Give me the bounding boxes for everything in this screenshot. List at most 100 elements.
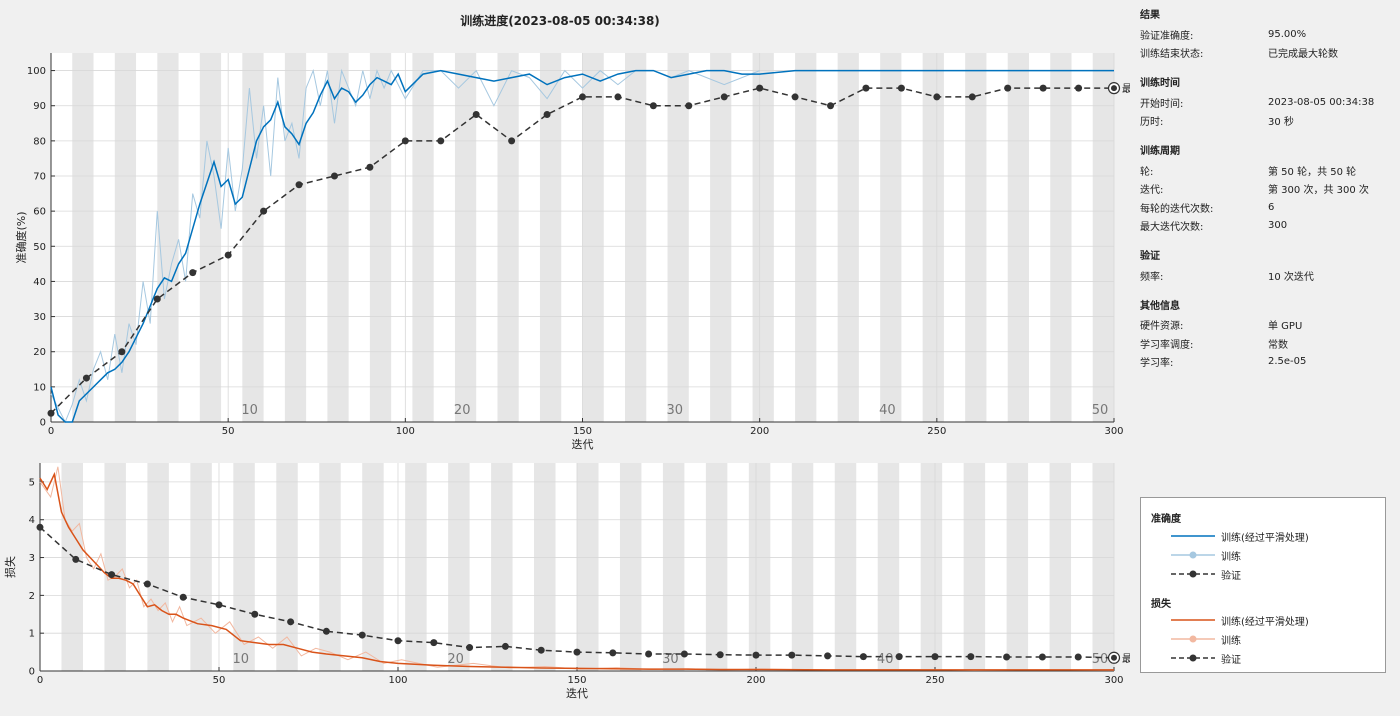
epoch-label: 10 bbox=[241, 403, 258, 418]
validation-point bbox=[968, 93, 976, 101]
epoch-band bbox=[625, 53, 647, 422]
info-value: 300 bbox=[1268, 220, 1288, 232]
info-row: 开始时间: 2023-08-05 00:34:38 bbox=[1140, 93, 1390, 112]
validation-point bbox=[1039, 84, 1047, 92]
epoch-band bbox=[582, 53, 604, 422]
y-tick-label: 50 bbox=[33, 242, 46, 253]
y-axis-label: 损失 bbox=[3, 556, 17, 578]
validation-point bbox=[827, 102, 835, 110]
y-tick-label: 1 bbox=[29, 629, 35, 640]
y-tick-label: 4 bbox=[29, 515, 35, 526]
info-section-title: 训练时间 bbox=[1140, 78, 1180, 89]
validation-point bbox=[215, 601, 223, 609]
epoch-band bbox=[705, 463, 728, 671]
validation-point bbox=[1004, 84, 1012, 92]
epoch-label: 50 bbox=[1092, 652, 1109, 667]
epoch-band bbox=[880, 53, 902, 422]
validation-point bbox=[537, 646, 545, 654]
y-tick-label: 10 bbox=[33, 382, 46, 393]
legend-acc-raw-label: 训练 bbox=[1221, 552, 1241, 563]
x-tick-label: 50 bbox=[213, 675, 226, 686]
epoch-band bbox=[242, 53, 264, 422]
info-value: 第 300 次，共 300 次 bbox=[1268, 185, 1369, 197]
validation-point bbox=[466, 644, 474, 652]
validation-point bbox=[933, 93, 941, 101]
validation-point bbox=[82, 374, 90, 382]
epoch-band bbox=[319, 463, 341, 671]
validation-point bbox=[260, 207, 268, 215]
final-label: 最终 bbox=[1122, 82, 1130, 95]
epoch-band bbox=[147, 463, 169, 671]
validation-point bbox=[153, 295, 161, 303]
validation-point bbox=[752, 651, 760, 659]
validation-point bbox=[472, 111, 480, 118]
info-row: 迭代: 第 300 次，共 300 次 bbox=[1140, 180, 1390, 199]
info-key: 学习率: bbox=[1140, 358, 1174, 370]
info-section-title: 验证 bbox=[1140, 251, 1160, 262]
epoch-band bbox=[362, 463, 384, 671]
loss-chart: 10 20 30 40 50 0 50 100 150 200 250 300 0 1 2 3 4 5 迭代 损失最终 bbox=[3, 463, 1130, 700]
info-section-title: 结果 bbox=[1140, 10, 1160, 21]
epoch-band bbox=[920, 463, 943, 671]
validation-point bbox=[295, 181, 303, 189]
validation-point bbox=[1003, 653, 1011, 661]
validation-point bbox=[685, 102, 693, 110]
info-key: 开始时间: bbox=[1140, 98, 1184, 110]
epoch-band bbox=[752, 53, 774, 422]
epoch-band bbox=[1092, 53, 1114, 422]
legend: 准确度 训练(经过平滑处理) 训练 验证 损失 训练(经过平滑处理) 训练 验证 bbox=[1140, 497, 1386, 673]
y-tick-label: 2 bbox=[29, 591, 35, 602]
validation-point bbox=[437, 137, 445, 145]
validation-point bbox=[862, 84, 870, 92]
final-label: 最终 bbox=[1122, 652, 1130, 665]
info-key: 轮: bbox=[1140, 166, 1154, 178]
validation-point bbox=[251, 610, 259, 618]
info-key: 每轮的迭代次数: bbox=[1140, 203, 1214, 215]
validation-point bbox=[649, 102, 657, 110]
info-value: 6 bbox=[1268, 201, 1275, 213]
epoch-label: 10 bbox=[233, 652, 250, 667]
final-marker-dot bbox=[1111, 654, 1117, 661]
validation-point bbox=[401, 137, 409, 145]
info-value: 30 秒 bbox=[1268, 117, 1294, 129]
info-value: 第 50 轮，共 50 轮 bbox=[1268, 166, 1357, 178]
epoch-band bbox=[454, 53, 477, 422]
validation-point bbox=[897, 84, 905, 92]
epoch-band bbox=[157, 53, 179, 422]
info-key: 验证准确度: bbox=[1140, 30, 1194, 42]
x-tick-label: 200 bbox=[746, 675, 765, 686]
validation-point bbox=[1074, 653, 1082, 661]
legend-acc-smoothed-label: 训练(经过平滑处理) bbox=[1221, 533, 1309, 544]
info-key: 训练结束状态: bbox=[1140, 49, 1204, 61]
legend-acc-smoothed: 训练(经过平滑处理) bbox=[1169, 528, 1379, 544]
epoch-band bbox=[448, 463, 470, 671]
validation-point bbox=[1075, 84, 1083, 92]
x-tick-label: 250 bbox=[925, 675, 944, 686]
validation-point bbox=[579, 93, 586, 101]
epoch-band bbox=[534, 463, 556, 671]
accuracy-chart: 10 20 30 40 50 0 50 100 150 200 250 300 0 10 20 30 40 50 6… bbox=[14, 53, 1130, 451]
epoch-band bbox=[369, 53, 392, 422]
y-tick-label: 100 bbox=[27, 66, 46, 77]
epoch-band bbox=[190, 463, 212, 671]
epoch-band bbox=[710, 53, 732, 422]
y-tick-label: 30 bbox=[33, 312, 46, 323]
legend-loss-smoothed-label: 训练(经过平滑处理) bbox=[1221, 617, 1309, 628]
validation-point bbox=[430, 639, 438, 647]
x-tick-label: 0 bbox=[48, 426, 54, 437]
validation-point bbox=[330, 172, 338, 180]
validation-point bbox=[716, 651, 724, 659]
y-axis-label: 准确度(%) bbox=[14, 211, 28, 263]
x-tick-label: 150 bbox=[567, 675, 586, 686]
epoch-label: 40 bbox=[877, 652, 894, 667]
epoch-band bbox=[72, 53, 94, 422]
epoch-band bbox=[1007, 53, 1029, 422]
epoch-label: 30 bbox=[667, 403, 684, 418]
x-tick-label: 100 bbox=[396, 426, 415, 437]
validation-point bbox=[788, 651, 796, 659]
info-key: 迭代: bbox=[1140, 185, 1164, 197]
x-tick-label: 300 bbox=[1104, 426, 1123, 437]
epoch-band bbox=[877, 463, 900, 671]
validation-point bbox=[108, 571, 116, 579]
epoch-band bbox=[1049, 463, 1072, 671]
